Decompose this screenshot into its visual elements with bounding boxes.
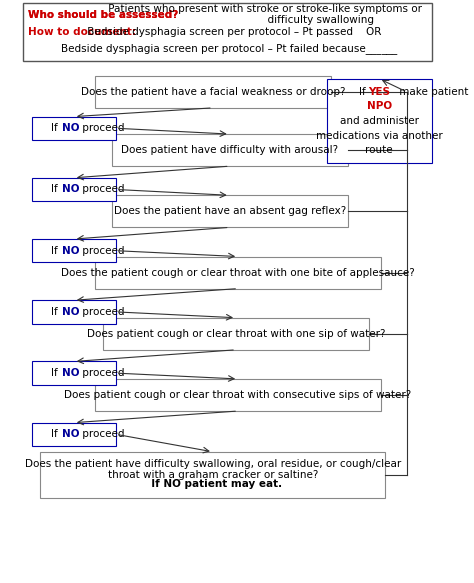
Text: proceed: proceed	[79, 245, 125, 256]
Text: proceed: proceed	[79, 307, 125, 317]
Text: proceed: proceed	[79, 184, 125, 195]
Text: Does the patient have a facial weakness or droop?: Does the patient have a facial weakness …	[81, 87, 345, 97]
Text: proceed: proceed	[79, 123, 125, 134]
Text: How to document:: How to document:	[27, 27, 136, 37]
Text: Bedside dysphagia screen per protocol – Pt failed because______: Bedside dysphagia screen per protocol – …	[61, 44, 398, 54]
Text: Does the patient have difficulty swallowing, oral residue, or cough/clear
throat: Does the patient have difficulty swallow…	[25, 458, 401, 480]
Text: If: If	[51, 245, 61, 256]
Text: route: route	[365, 145, 393, 155]
Text: NO: NO	[62, 245, 79, 256]
Text: proceed: proceed	[79, 368, 125, 378]
FancyBboxPatch shape	[112, 195, 347, 227]
Text: If: If	[51, 368, 61, 378]
FancyBboxPatch shape	[40, 452, 385, 498]
Text: NO: NO	[62, 184, 79, 195]
Text: proceed: proceed	[79, 429, 125, 440]
Text: NPO: NPO	[366, 101, 392, 111]
Text: YES: YES	[368, 87, 390, 97]
Text: Does the patient cough or clear throat with one bite of applesauce?: Does the patient cough or clear throat w…	[61, 268, 415, 278]
Text: make patient: make patient	[396, 87, 468, 97]
FancyBboxPatch shape	[95, 379, 381, 411]
Text: NO: NO	[62, 368, 79, 378]
FancyBboxPatch shape	[32, 239, 116, 262]
FancyBboxPatch shape	[32, 361, 116, 385]
FancyBboxPatch shape	[103, 318, 369, 350]
Text: NO: NO	[62, 123, 79, 134]
Text: NO: NO	[62, 307, 79, 317]
FancyBboxPatch shape	[95, 257, 381, 289]
FancyBboxPatch shape	[32, 117, 116, 140]
Text: medications via another: medications via another	[316, 131, 443, 141]
Text: If: If	[51, 307, 61, 317]
FancyBboxPatch shape	[112, 134, 347, 166]
Text: Does patient have difficulty with arousal?: Does patient have difficulty with arousa…	[121, 145, 338, 155]
Text: and administer: and administer	[340, 116, 419, 126]
FancyBboxPatch shape	[95, 76, 331, 108]
Text: Bedside dysphagia screen per protocol – Pt passed    OR: Bedside dysphagia screen per protocol – …	[84, 27, 382, 37]
Text: Who should be assessed?: Who should be assessed?	[27, 9, 178, 20]
FancyBboxPatch shape	[32, 178, 116, 201]
FancyBboxPatch shape	[23, 3, 432, 61]
Text: Does patient cough or clear throat with one sip of water?: Does patient cough or clear throat with …	[87, 329, 385, 339]
Text: If: If	[51, 184, 61, 195]
FancyBboxPatch shape	[327, 79, 432, 163]
Text: Does the patient have an absent gag reflex?: Does the patient have an absent gag refl…	[114, 206, 346, 216]
Text: If NO patient may eat.: If NO patient may eat.	[144, 479, 282, 489]
Text: Who should be assessed?: Who should be assessed?	[27, 9, 178, 20]
Text: If: If	[51, 123, 61, 134]
Text: If: If	[359, 87, 369, 97]
FancyBboxPatch shape	[32, 300, 116, 324]
Text: Who should be assessed?: Who should be assessed?	[27, 9, 178, 20]
Text: If: If	[51, 429, 61, 440]
Text: NO: NO	[62, 429, 79, 440]
Text: Patients who present with stroke or stroke-like symptoms or
                    : Patients who present with stroke or stro…	[105, 3, 422, 26]
FancyBboxPatch shape	[32, 423, 116, 446]
Text: Does patient cough or clear throat with consecutive sips of water?: Does patient cough or clear throat with …	[64, 390, 412, 400]
